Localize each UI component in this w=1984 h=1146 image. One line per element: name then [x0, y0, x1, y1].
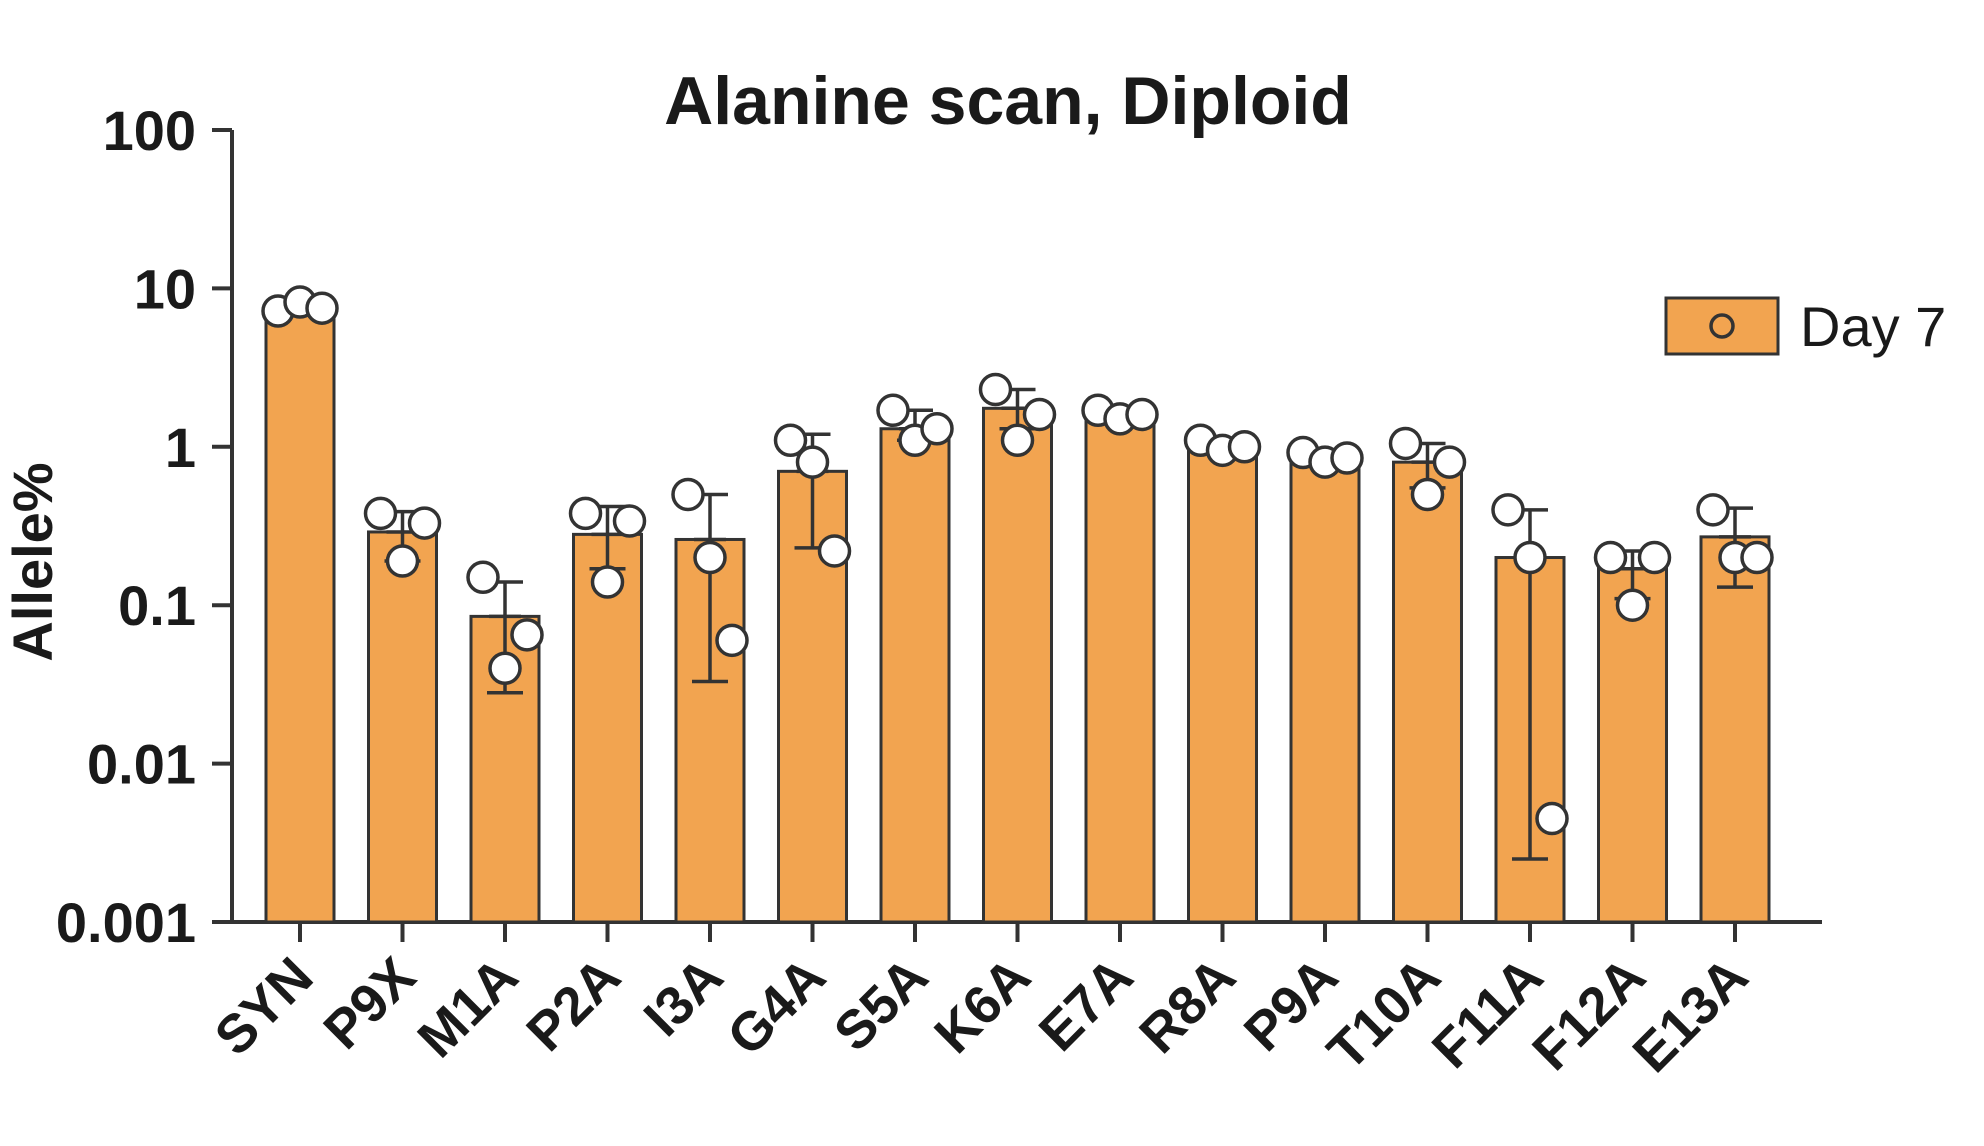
data-point: [1491, 493, 1525, 527]
data-point: [817, 534, 852, 568]
data-point: [795, 445, 830, 479]
chart-title: Alanine scan, Diploid: [664, 63, 1352, 139]
x-tick-label: SYN: [204, 946, 325, 1067]
x-axis: [232, 920, 1822, 942]
data-point: [1696, 493, 1730, 527]
bar: [1289, 456, 1361, 924]
bar: [674, 537, 746, 924]
bar: [879, 427, 951, 924]
bar: [982, 406, 1053, 924]
bar: [367, 530, 438, 924]
data-point: [1227, 430, 1262, 464]
data-point: [466, 560, 500, 595]
y-axis: 0.001 0.01 0.1 1 10 100: [56, 99, 234, 954]
data-point: [920, 412, 954, 446]
bar: [264, 306, 336, 924]
bar: [1699, 535, 1771, 924]
bar: [1084, 412, 1156, 924]
data-point: [1535, 801, 1569, 836]
data-point: [1637, 540, 1672, 575]
bar: [572, 532, 643, 924]
x-tick-label: K6A: [923, 946, 1042, 1065]
y-tick-label: 0.1: [118, 574, 196, 637]
x-tick-label: P9X: [312, 946, 427, 1061]
x-tick-label: T10A: [1316, 946, 1452, 1082]
data-point: [305, 291, 339, 325]
data-point: [1593, 540, 1628, 575]
y-tick-label: 0.01: [87, 733, 196, 796]
bar: [1597, 567, 1668, 924]
data-point: [876, 393, 910, 428]
data-point: [715, 623, 749, 658]
data-point: [1330, 441, 1364, 475]
bar: [1392, 460, 1463, 924]
legend: Day 7: [1664, 295, 1946, 358]
x-tick-label: F11A: [1421, 946, 1555, 1080]
data-point: [363, 496, 398, 531]
x-tick-label: E7A: [1028, 946, 1145, 1063]
y-axis-label: Allele%: [1, 462, 64, 661]
data-point: [488, 651, 522, 685]
data-point: [1000, 423, 1035, 457]
data-point: [693, 540, 727, 575]
x-tick-label: F12A: [1521, 946, 1657, 1082]
data-point: [1410, 477, 1445, 512]
x-tick-label: M1A: [406, 946, 529, 1069]
data-point: [1615, 588, 1650, 622]
x-tick-label: R8A: [1128, 946, 1247, 1065]
legend-label: Day 7: [1800, 295, 1946, 358]
y-tick-label: 100: [103, 99, 196, 162]
bar: [1187, 445, 1258, 924]
y-tick-label: 1: [165, 416, 196, 479]
data-point: [510, 618, 544, 652]
data-point: [590, 565, 625, 599]
data-point: [407, 506, 442, 540]
data-point: [773, 423, 808, 457]
x-tick-label: I3A: [633, 946, 735, 1048]
data-point: [1740, 540, 1774, 575]
x-tick-label: P2A: [515, 946, 632, 1063]
data-point: [1432, 445, 1467, 479]
data-point: [612, 504, 647, 538]
data-points: [261, 285, 1774, 836]
data-point: [978, 372, 1013, 407]
y-tick-label: 0.001: [56, 891, 196, 954]
x-tick-label: G4A: [716, 946, 837, 1067]
data-point: [671, 477, 705, 512]
legend-swatch: [1664, 296, 1780, 356]
x-tick-label: E13A: [1622, 946, 1760, 1084]
data-point: [1388, 426, 1423, 461]
data-point: [568, 496, 603, 531]
y-tick-label: 10: [134, 257, 196, 320]
data-point: [1513, 540, 1547, 575]
legend-marker: [1709, 313, 1735, 339]
data-point: [385, 544, 420, 578]
data-point: [1125, 397, 1159, 432]
x-tick-label: S5A: [823, 946, 940, 1063]
data-point: [1022, 397, 1057, 432]
